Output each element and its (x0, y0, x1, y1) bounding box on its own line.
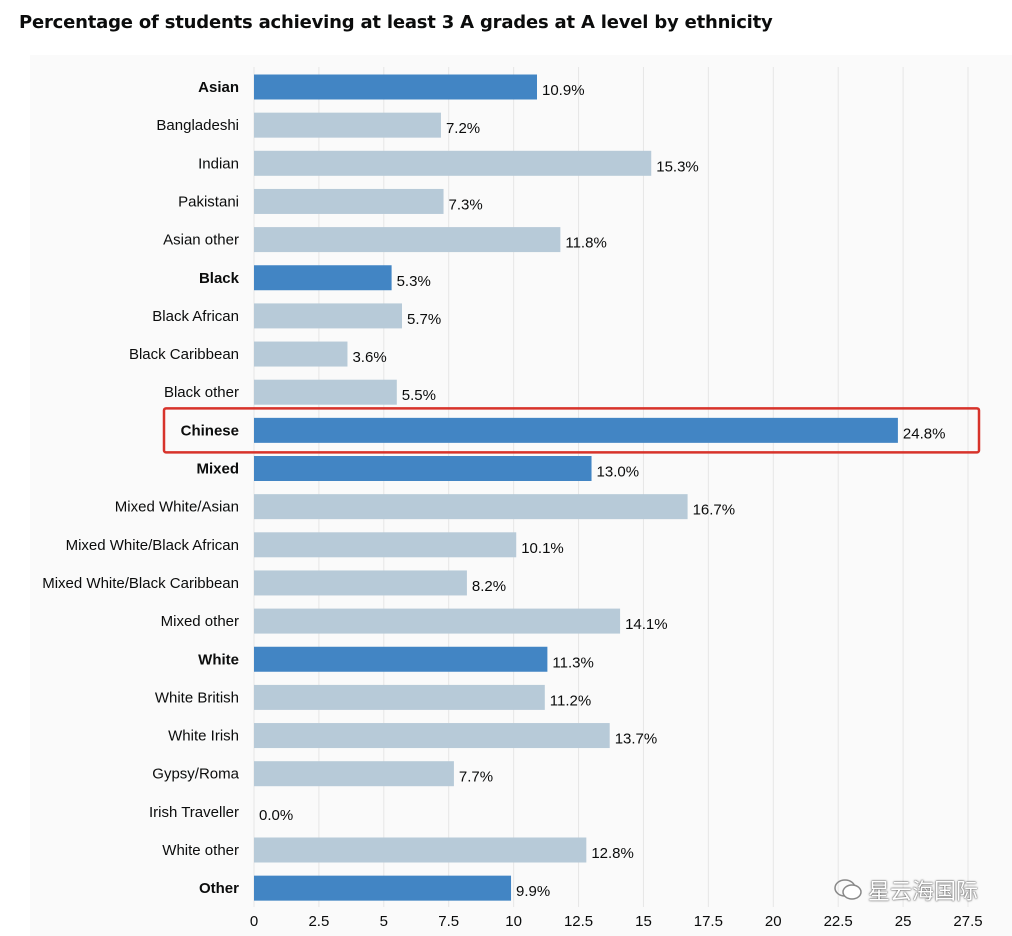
x-tick-label: 22.5 (824, 913, 853, 930)
category-label: Black Caribbean (129, 346, 239, 363)
category-label: Chinese (181, 422, 239, 439)
value-label: 15.3% (656, 158, 699, 175)
value-label: 7.7% (459, 769, 493, 786)
value-label: 13.7% (615, 731, 658, 748)
value-label: 8.2% (472, 578, 506, 595)
category-label: Indian (198, 155, 239, 172)
value-label: 9.9% (516, 883, 550, 900)
bar (254, 188, 444, 214)
category-label: Black African (152, 308, 239, 325)
x-tick-label: 27.5 (953, 913, 982, 930)
x-tick-label: 2.5 (308, 913, 329, 930)
bar (254, 227, 561, 253)
category-label: Irish Traveller (149, 804, 239, 821)
watermark-text: 星云海国际 (867, 880, 978, 905)
chart-title: Percentage of students achieving at leas… (19, 12, 773, 33)
x-tick-label: 7.5 (438, 913, 459, 930)
value-label: 13.0% (597, 464, 640, 481)
x-tick-label: 12.5 (564, 913, 593, 930)
watermark: 星云海国际 (834, 874, 978, 906)
x-tick-label: 0 (250, 913, 258, 930)
highlight-box (162, 407, 981, 454)
value-label: 5.3% (397, 273, 431, 290)
category-label: White (198, 651, 239, 668)
bar-chart: 0 2.5 5 7.5 10 12.5 15 17.5 20 22.5 25 27.5 Asian 10.… (42, 67, 983, 930)
bar (254, 532, 517, 558)
category-label: White British (155, 689, 239, 706)
bar (254, 150, 652, 176)
value-label: 11.2% (550, 692, 591, 709)
bar (254, 303, 402, 329)
category-label: Asian other (163, 232, 239, 249)
x-tick-label: 10 (505, 913, 522, 930)
category-label: Bangladeshi (156, 117, 239, 134)
bar (254, 875, 512, 901)
value-label: 12.8% (591, 845, 634, 862)
value-label: 0.0% (259, 807, 293, 824)
category-label: Mixed White/Black African (66, 537, 239, 554)
bar (254, 379, 397, 405)
value-label: 14.1% (625, 616, 668, 633)
category-label: White Irish (168, 728, 239, 745)
bar (254, 341, 348, 367)
x-tick-label: 20 (765, 913, 782, 930)
category-label: Other (199, 880, 239, 897)
category-label: Gypsy/Roma (152, 766, 239, 783)
value-label: 16.7% (693, 502, 736, 519)
bar (254, 646, 548, 672)
bar (254, 112, 441, 138)
x-tick-label: 5 (380, 913, 388, 930)
bar (254, 265, 392, 291)
bar (254, 837, 587, 863)
bar (254, 456, 592, 481)
value-label: 5.5% (402, 387, 436, 404)
bar (254, 570, 467, 596)
value-label: 10.1% (521, 540, 564, 557)
x-tick-label: 15 (635, 913, 652, 930)
bar (254, 417, 898, 443)
bar (254, 723, 610, 749)
value-label: 11.3% (552, 654, 593, 671)
bar (254, 684, 545, 710)
category-label: Mixed White/Asian (115, 499, 239, 516)
value-label: 24.8% (903, 425, 946, 442)
category-label: Pakistani (178, 193, 239, 210)
category-label: Mixed (196, 461, 239, 478)
bar (254, 761, 454, 787)
chart-panel: 0 2.5 5 7.5 10 12.5 15 17.5 20 22.5 25 27.5 Asian 10.… (30, 55, 1012, 936)
bar (254, 74, 538, 100)
chat-bubbles-icon (834, 879, 862, 900)
x-tick-label: 25 (895, 913, 912, 930)
category-label: Asian (198, 79, 239, 96)
bar (254, 608, 621, 634)
category-label: Black (199, 270, 240, 287)
value-label: 7.3% (449, 196, 483, 213)
bar (254, 494, 688, 520)
category-label: White other (162, 842, 239, 859)
value-label: 3.6% (352, 349, 386, 366)
category-label: Mixed other (161, 613, 239, 630)
x-tick-label: 17.5 (694, 913, 723, 930)
category-label: Black other (164, 384, 239, 401)
value-label: 5.7% (407, 311, 441, 328)
category-label: Mixed White/Black Caribbean (42, 575, 239, 592)
value-label: 11.8% (565, 235, 606, 252)
value-label: 7.2% (446, 120, 480, 137)
value-label: 10.9% (542, 82, 585, 99)
